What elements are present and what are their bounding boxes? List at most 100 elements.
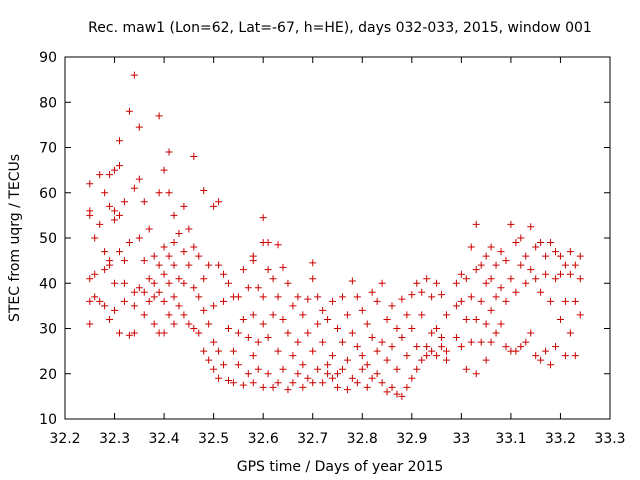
data-point <box>96 297 104 305</box>
data-point <box>170 211 178 219</box>
data-point <box>180 248 188 256</box>
x-tick-label: 32.3 <box>99 431 130 447</box>
data-point <box>492 261 500 269</box>
data-point <box>165 252 173 260</box>
data-point <box>205 261 213 269</box>
data-point <box>299 361 307 369</box>
data-point <box>547 239 555 247</box>
data-point <box>150 293 158 301</box>
data-point <box>457 270 465 278</box>
data-point <box>304 295 312 303</box>
data-point <box>215 261 223 269</box>
data-point <box>542 347 550 355</box>
data-point <box>210 365 218 373</box>
data-point <box>314 365 322 373</box>
data-point <box>482 252 490 260</box>
data-point <box>190 243 198 251</box>
data-point <box>487 306 495 314</box>
y-tick-label: 30 <box>39 322 57 338</box>
data-point <box>457 343 465 351</box>
data-point <box>215 347 223 355</box>
data-point <box>393 325 401 332</box>
data-point <box>170 320 178 328</box>
data-point <box>190 284 198 292</box>
data-point <box>552 275 559 283</box>
data-point <box>116 248 123 256</box>
data-point <box>329 352 337 360</box>
data-point <box>225 325 232 332</box>
data-point <box>492 293 500 301</box>
data-point <box>259 383 267 391</box>
x-tick-label: 33.1 <box>495 431 526 447</box>
data-point <box>324 361 332 369</box>
data-point <box>566 270 574 278</box>
data-point <box>408 374 416 382</box>
data-point <box>467 293 475 301</box>
data-point <box>91 270 99 278</box>
data-point <box>215 374 223 382</box>
data-point <box>145 297 153 305</box>
data-point <box>334 370 341 378</box>
data-point <box>165 311 173 319</box>
data-point <box>428 347 436 355</box>
data-point <box>353 343 361 351</box>
data-point <box>403 352 411 360</box>
data-point <box>492 329 500 337</box>
x-tick-label: 32.6 <box>248 431 279 447</box>
data-point <box>175 302 183 310</box>
data-point <box>433 352 441 360</box>
data-point <box>101 266 109 274</box>
data-point <box>413 365 421 373</box>
data-point <box>428 329 436 337</box>
data-point <box>368 334 376 342</box>
data-point <box>309 275 317 283</box>
data-point <box>329 297 337 305</box>
data-point <box>393 390 401 398</box>
data-point <box>259 320 267 328</box>
data-point <box>358 365 366 373</box>
data-point <box>225 377 232 385</box>
data-point <box>125 107 133 115</box>
data-point <box>86 180 94 188</box>
data-point <box>348 277 356 285</box>
data-point <box>462 315 470 323</box>
data-point <box>229 379 237 387</box>
data-point <box>145 275 153 283</box>
data-point <box>413 279 421 287</box>
data-point <box>220 361 228 369</box>
data-point <box>522 338 530 346</box>
data-point <box>229 347 237 355</box>
data-point <box>438 334 446 342</box>
data-point <box>467 338 475 346</box>
data-point <box>101 302 109 310</box>
data-point <box>304 374 312 382</box>
data-point <box>433 279 441 287</box>
data-point <box>175 275 183 283</box>
x-tick-label: 32.8 <box>347 431 378 447</box>
data-point <box>135 175 143 183</box>
data-point <box>408 291 416 299</box>
data-point <box>210 302 218 310</box>
data-point <box>205 320 213 328</box>
data-point <box>482 320 490 328</box>
data-point <box>532 243 540 251</box>
data-point <box>289 302 297 310</box>
data-point <box>91 234 99 242</box>
data-point <box>324 370 332 378</box>
data-point <box>200 347 208 355</box>
data-point <box>155 112 163 120</box>
data-point <box>576 275 584 283</box>
data-point <box>195 293 203 301</box>
data-point <box>244 370 252 378</box>
x-tick-label: 33 <box>452 431 470 447</box>
data-point <box>215 198 223 206</box>
data-point <box>264 370 272 378</box>
data-point <box>343 311 351 319</box>
data-point <box>249 379 257 387</box>
data-point <box>502 297 510 305</box>
data-point <box>86 297 94 305</box>
data-point <box>254 284 262 292</box>
data-point <box>155 288 163 296</box>
data-point <box>338 365 346 373</box>
